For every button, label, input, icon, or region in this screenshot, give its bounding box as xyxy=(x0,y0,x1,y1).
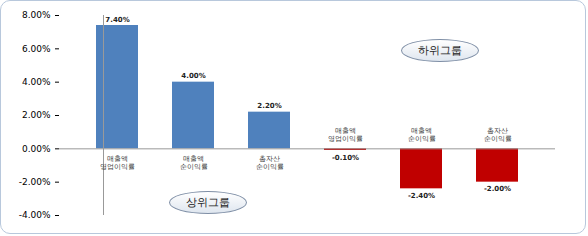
svg-text:-0.10%: -0.10% xyxy=(332,154,359,162)
svg-text:8.00%: 8.00% xyxy=(22,10,51,20)
svg-text:매출액영업이익률: 매출액영업이익률 xyxy=(328,127,363,143)
svg-text:7.40%: 7.40% xyxy=(105,16,129,24)
svg-text:매출액순이익률: 매출액순이익률 xyxy=(408,127,436,143)
html-text:상위그룹: 상위그룹 xyxy=(186,196,230,209)
svg-text:2.20%: 2.20% xyxy=(257,102,281,110)
svg-text:매출액영업이익률: 매출액영업이익률 xyxy=(100,155,135,171)
svg-text:4.00%: 4.00% xyxy=(181,72,205,80)
svg-text:-2.00%: -2.00% xyxy=(19,177,51,187)
svg-text:매출액순이익률: 매출액순이익률 xyxy=(180,155,208,171)
svg-text:4.00%: 4.00% xyxy=(22,77,51,87)
svg-text:총자산순이익률: 총자산순이익률 xyxy=(484,127,512,143)
svg-text:총자산순이익률: 총자산순이익률 xyxy=(256,155,284,171)
svg-text:-2.40%: -2.40% xyxy=(408,192,435,200)
html-text:하위그룹: 하위그룹 xyxy=(418,44,462,57)
svg-text:6.00%: 6.00% xyxy=(22,44,51,54)
svg-text:0.00%: 0.00% xyxy=(22,144,51,154)
svg-text:2.00%: 2.00% xyxy=(22,110,51,120)
svg-text:-4.00%: -4.00% xyxy=(19,210,51,220)
svg-text:-2.00%: -2.00% xyxy=(484,185,511,193)
